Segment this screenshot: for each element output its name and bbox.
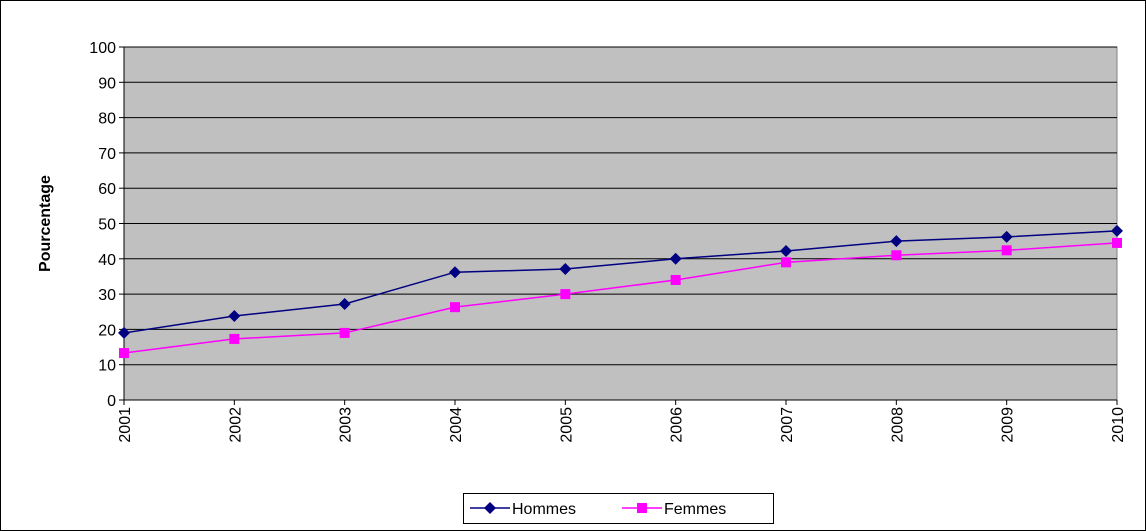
x-tick-label: 2003 — [338, 407, 355, 443]
marker — [1000, 230, 1013, 243]
marker — [338, 297, 351, 310]
x-tick-label: 2010 — [1110, 407, 1127, 443]
y-tick-label: 20 — [98, 322, 116, 339]
marker — [669, 252, 682, 265]
y-tick-label: 0 — [107, 393, 116, 410]
y-tick-label: 10 — [98, 358, 116, 375]
marker — [339, 327, 350, 338]
marker — [637, 503, 647, 513]
legend: Hommes Femmes — [463, 493, 774, 524]
marker — [781, 257, 791, 268]
legend-label: Hommes — [512, 501, 576, 518]
y-tick-label: 40 — [98, 252, 116, 269]
marker — [559, 263, 572, 276]
marker — [670, 274, 681, 285]
y-tick-label: 80 — [98, 111, 116, 128]
x-tick-label: 2004 — [448, 407, 465, 443]
legend-box — [463, 493, 774, 524]
marker — [891, 250, 902, 261]
marker — [890, 235, 903, 248]
marker — [1001, 245, 1012, 256]
x-tick-label: 2005 — [558, 407, 575, 443]
series-line — [123, 230, 1118, 334]
y-tick-label: 60 — [98, 181, 116, 198]
x-tick-label: 2009 — [1000, 407, 1017, 443]
marker — [780, 245, 792, 258]
legend-label: Femmes — [664, 501, 726, 518]
series-line — [123, 242, 1118, 354]
marker — [449, 266, 461, 279]
x-tick-label: 2008 — [889, 407, 906, 443]
marker — [118, 326, 130, 339]
y-tick-label: 30 — [98, 287, 116, 304]
marker — [228, 309, 241, 322]
marker — [1111, 224, 1123, 237]
y-axis-label: Pourcentage — [37, 175, 54, 272]
marker — [560, 289, 571, 300]
x-tick-label: 2006 — [669, 407, 686, 443]
x-tick-label: 2002 — [227, 407, 244, 443]
marker — [229, 333, 240, 344]
marker — [119, 348, 129, 359]
y-tick-label: 50 — [98, 217, 116, 234]
marker — [450, 302, 460, 313]
x-tick-label: 2007 — [779, 407, 796, 443]
y-tick-label: 90 — [98, 75, 116, 92]
y-tick-label: 70 — [98, 146, 116, 163]
marker — [1112, 237, 1122, 248]
x-tick-label: 2001 — [117, 407, 134, 443]
y-tick-label: 100 — [89, 40, 116, 57]
marker — [484, 502, 496, 514]
